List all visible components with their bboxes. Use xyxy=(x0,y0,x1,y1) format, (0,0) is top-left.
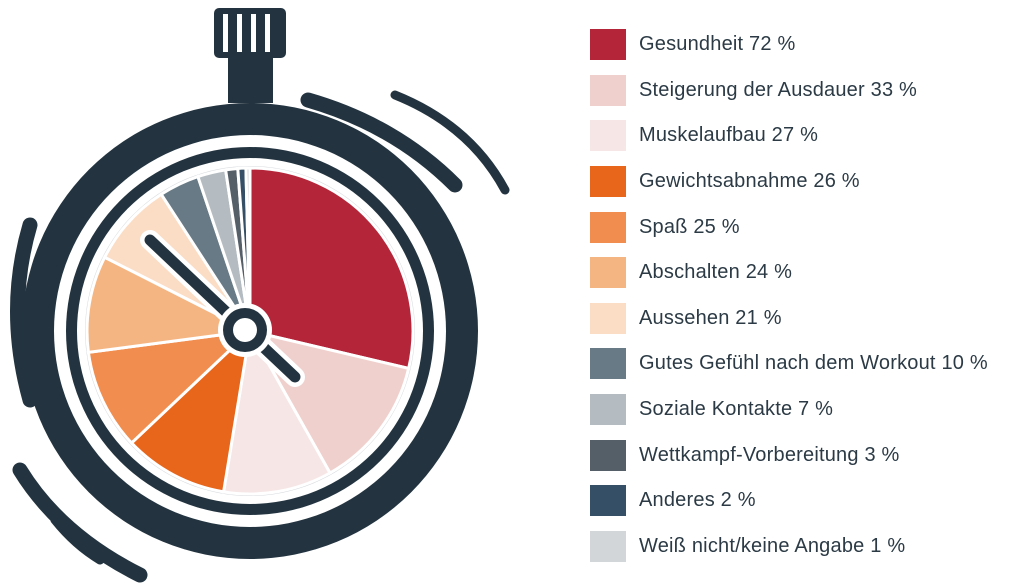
pie-slice-2 xyxy=(221,326,333,496)
pie-slice-5 xyxy=(85,255,255,355)
legend-label: Soziale Kontakte 7 % xyxy=(639,398,834,421)
legend-label: Gesundheit 72 % xyxy=(639,33,796,56)
legend-label: Gewichtsabnahme 26 % xyxy=(639,170,860,193)
legend-item: Gesundheit 72 % xyxy=(590,22,988,68)
legend-label: Anderes 2 % xyxy=(639,489,756,512)
pie-slice-3 xyxy=(129,326,253,494)
legend-swatch xyxy=(590,166,626,198)
legend-label: Spaß 25 % xyxy=(639,215,740,238)
legend-swatch xyxy=(590,348,626,380)
legend-swatch xyxy=(590,439,626,471)
legend-item: Weiß nicht/keine Angabe 1 % xyxy=(590,524,988,570)
legend-swatch xyxy=(590,211,626,243)
legend-swatch xyxy=(590,302,626,334)
stopwatch-crown xyxy=(214,8,286,103)
legend-label: Wettkampf-Vorbereitung 3 % xyxy=(639,443,900,466)
pie-slice-0 xyxy=(248,166,415,371)
legend-swatch xyxy=(590,74,626,106)
legend-item: Anderes 2 % xyxy=(590,478,988,524)
legend-item: Steigerung der Ausdauer 33 % xyxy=(590,68,988,114)
legend-item: Spaß 25 % xyxy=(590,204,988,250)
legend-label: Weiß nicht/keine Angabe 1 % xyxy=(639,534,906,557)
legend-label: Abschalten 24 % xyxy=(639,261,793,284)
legend-swatch xyxy=(590,530,626,562)
stopwatch-hands xyxy=(140,230,305,387)
legend-swatch xyxy=(590,394,626,426)
legend: Gesundheit 72 % Steigerung der Ausdauer 3… xyxy=(590,22,988,569)
legend-item: Gewichtsabnahme 26 % xyxy=(590,159,988,205)
motion-lines xyxy=(10,90,510,583)
legend-item: Soziale Kontakte 7 % xyxy=(590,387,988,433)
legend-item: Muskelaufbau 27 % xyxy=(590,113,988,159)
legend-swatch xyxy=(590,120,626,152)
pie-slices xyxy=(85,166,415,496)
legend-item: Abschalten 24 % xyxy=(590,250,988,296)
legend-swatch xyxy=(590,29,626,61)
pie-slice-4 xyxy=(86,328,255,446)
legend-label: Steigerung der Ausdauer 33 % xyxy=(639,78,918,101)
legend-swatch xyxy=(590,485,626,517)
legend-label: Gutes Gefühl nach dem Workout 10 % xyxy=(639,352,988,375)
pie-slice-11 xyxy=(244,166,252,332)
stopwatch-pie-chart xyxy=(10,8,510,583)
legend-item: Wettkampf-Vorbereitung 3 % xyxy=(590,432,988,478)
legend-item: Aussehen 21 % xyxy=(590,296,988,342)
legend-label: Aussehen 21 % xyxy=(639,306,782,329)
legend-swatch xyxy=(590,257,626,289)
legend-item: Gutes Gefühl nach dem Workout 10 % xyxy=(590,341,988,387)
legend-label: Muskelaufbau 27 % xyxy=(639,124,819,147)
